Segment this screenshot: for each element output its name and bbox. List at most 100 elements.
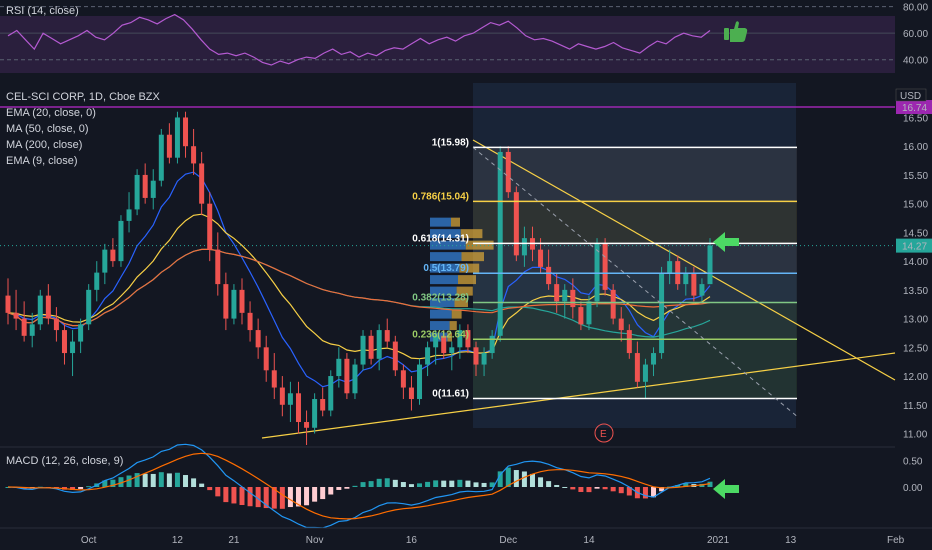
indicator-ma50: MA (50, close, 0) bbox=[6, 123, 89, 135]
macd-histogram-bar bbox=[441, 480, 447, 487]
resistance-trendline bbox=[472, 139, 896, 381]
candle-body bbox=[489, 335, 495, 354]
x-tick-label: Feb bbox=[887, 535, 905, 546]
thumbs-up-icon bbox=[724, 21, 748, 42]
candle-body bbox=[223, 284, 229, 319]
macd-histogram-bar bbox=[336, 487, 342, 490]
x-tick-label: 16 bbox=[406, 535, 418, 546]
volume-profile-bar bbox=[454, 298, 468, 308]
fib-label: 0.382(13.28) bbox=[412, 292, 469, 303]
macd-histogram-bar bbox=[150, 473, 156, 487]
macd-histogram-bar bbox=[642, 487, 648, 499]
macd-histogram-bar bbox=[126, 475, 132, 487]
macd-histogram-bar bbox=[578, 487, 584, 492]
candle-body bbox=[634, 353, 640, 382]
fib-lines: 1(15.98) 0.786(15.04) 0.618(14.31) 0.5(13.7… bbox=[412, 137, 798, 417]
price-tick-label: 15.00 bbox=[903, 200, 928, 211]
ma200-line bbox=[7, 248, 711, 327]
support-trendline bbox=[261, 352, 896, 439]
candle-body bbox=[295, 393, 301, 423]
macd-histogram-bar bbox=[651, 487, 657, 498]
candle-body bbox=[425, 347, 431, 365]
macd-histogram-bar bbox=[142, 473, 148, 487]
volume-profile-bar bbox=[430, 286, 457, 296]
candle-body bbox=[158, 134, 164, 181]
candle-body bbox=[134, 174, 140, 210]
macd-histogram-bar bbox=[239, 487, 245, 506]
volume-profile-bar bbox=[430, 332, 448, 342]
macd-histogram-bar bbox=[594, 487, 600, 489]
candle-body bbox=[166, 134, 172, 158]
macd-histogram-bar bbox=[465, 480, 471, 487]
macd-histogram-bar bbox=[449, 480, 455, 487]
macd-histogram-bar bbox=[417, 483, 423, 487]
x-tick-label: 12 bbox=[172, 535, 184, 546]
macd-histogram-bar bbox=[304, 487, 310, 506]
indicator-ma200: MA (200, close) bbox=[6, 139, 82, 151]
candle-body bbox=[21, 318, 27, 336]
macd-histogram-bar bbox=[538, 477, 544, 487]
candle-body bbox=[150, 180, 156, 198]
volume-profile-bar bbox=[451, 309, 462, 319]
macd-histogram-bar bbox=[110, 479, 116, 487]
candle-body bbox=[707, 245, 713, 285]
rsi-tick-label: 80.00 bbox=[903, 3, 928, 14]
fib-label: 0.5(13.79) bbox=[423, 263, 469, 274]
fib-zone bbox=[473, 243, 797, 274]
candle-body bbox=[417, 364, 423, 400]
price-tick-label: 13.50 bbox=[903, 286, 928, 297]
macd-histogram-bar bbox=[247, 487, 253, 507]
candle-body bbox=[473, 347, 479, 365]
fib-label: 0.786(15.04) bbox=[412, 191, 469, 202]
candle-body bbox=[610, 289, 616, 319]
last-price-label: 14.27 bbox=[902, 242, 927, 253]
currency-badge bbox=[895, 88, 927, 102]
macd-histogram-bar bbox=[199, 483, 205, 487]
candle-body bbox=[191, 146, 197, 164]
macd-histogram-bar bbox=[481, 482, 487, 487]
candle-body bbox=[61, 330, 67, 354]
candle-body bbox=[70, 341, 76, 354]
macd-histogram-bar bbox=[384, 478, 390, 487]
candle-body bbox=[271, 370, 277, 388]
main-panel: 1(15.98) 0.786(15.04) 0.618(14.31) 0.5(13.7… bbox=[0, 83, 932, 445]
volume-profile-bar bbox=[430, 298, 455, 308]
candle-body bbox=[683, 272, 689, 285]
candle-body bbox=[376, 330, 382, 359]
candle-body bbox=[102, 249, 108, 273]
ema9-line bbox=[7, 171, 711, 388]
price-tick-label: 16.00 bbox=[903, 142, 928, 153]
candle-body bbox=[602, 243, 608, 290]
macd-histogram-bar bbox=[287, 487, 293, 508]
volume-profile-bar bbox=[458, 275, 476, 285]
macd-histogram-bar bbox=[497, 471, 503, 487]
currency-label: USD bbox=[900, 91, 921, 102]
macd-histogram-bar bbox=[675, 485, 681, 487]
macd-histogram-bar bbox=[457, 479, 463, 487]
candle-body bbox=[360, 335, 366, 365]
macd-tick-label: 0.50 bbox=[903, 456, 923, 467]
x-tick-label: 14 bbox=[583, 535, 595, 546]
candle-body bbox=[659, 272, 665, 354]
macd-histogram-bar bbox=[279, 487, 285, 509]
macd-histogram-bar bbox=[320, 487, 326, 500]
candle-body bbox=[449, 347, 455, 354]
macd-histogram-bar bbox=[408, 484, 414, 487]
macd-histogram-bar bbox=[263, 487, 269, 509]
macd-histogram-bar bbox=[70, 487, 76, 490]
candle-body bbox=[118, 220, 124, 262]
macd-histogram-bar bbox=[360, 482, 366, 487]
x-tick-label: 21 bbox=[228, 535, 240, 546]
earnings-marker: E bbox=[594, 423, 614, 443]
macd-histogram-bar bbox=[505, 467, 511, 487]
macd-histogram-bar bbox=[376, 478, 382, 487]
x-tick-label: Nov bbox=[306, 535, 324, 546]
price-axis: 16.50 16.00 15.50 15.00 14.50 14.00 13.50 13.00… bbox=[896, 100, 932, 441]
candle-body bbox=[505, 151, 511, 193]
top-line-label: 16.74 bbox=[902, 103, 927, 114]
macd-histogram-bar bbox=[368, 481, 374, 487]
rsi-panel: 80.00 60.00 40.00 RSI (14, close) bbox=[0, 3, 928, 73]
macd-histogram-bar bbox=[610, 487, 616, 492]
candle-body bbox=[433, 335, 439, 348]
